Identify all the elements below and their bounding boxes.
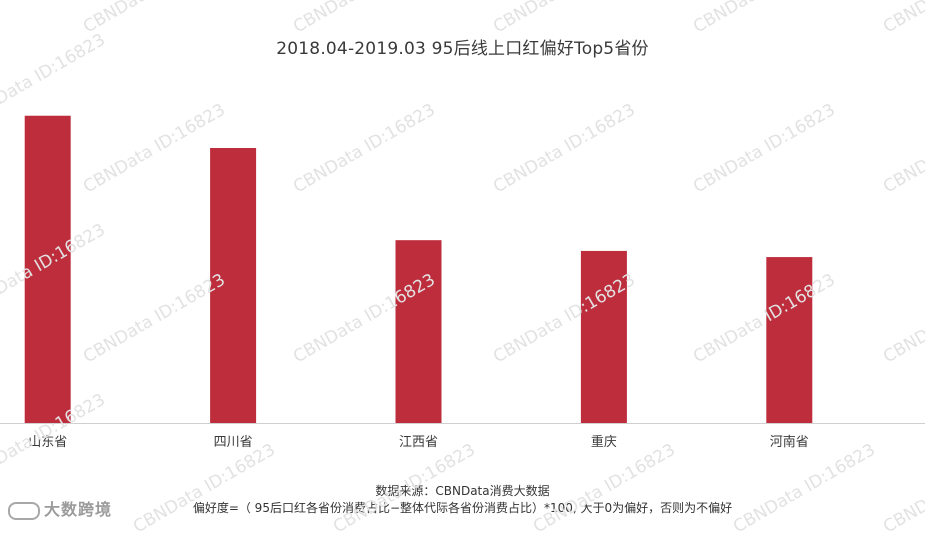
bar-1 [210, 147, 257, 423]
brand-mark-icon [8, 501, 40, 520]
bar-chart: 山东省 四川省 江西省 重庆 河南省 [0, 115, 925, 450]
bar-4 [766, 257, 813, 423]
x-tick-label-0: 山东省 [28, 435, 67, 450]
chart-title: 2018.04-2019.03 95后线上口红偏好Top5省份 [276, 39, 649, 59]
bar-3 [580, 250, 627, 423]
data-source-note: 数据来源：CBNData消费大数据 [375, 484, 550, 498]
brand-name: 大数跨境 [44, 500, 113, 519]
bar-0 [24, 115, 71, 424]
x-tick-label-1: 四川省 [214, 435, 253, 450]
brand-logo: 大数跨境 [8, 496, 112, 520]
x-tick-label-3: 重庆 [591, 434, 617, 450]
bar-2 [395, 240, 442, 423]
preference-formula-note: 偏好度=（ 95后口红各省份消费占比−整体代际各省份消费占比）*100, 大于0… [192, 501, 733, 515]
x-tick-label-2: 江西省 [399, 435, 438, 450]
x-tick-label-4: 河南省 [770, 434, 809, 450]
